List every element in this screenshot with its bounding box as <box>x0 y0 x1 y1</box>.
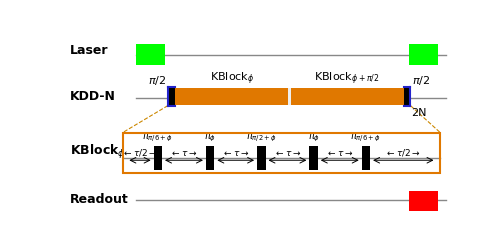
Text: $\pi_{\pi/2+\phi}$: $\pi_{\pi/2+\phi}$ <box>246 131 277 144</box>
Bar <box>154 147 162 170</box>
Text: $\leftarrow\tau/2\rightarrow$: $\leftarrow\tau/2\rightarrow$ <box>386 147 421 158</box>
Text: $\leftarrow\tau\rightarrow$: $\leftarrow\tau\rightarrow$ <box>170 148 198 158</box>
Bar <box>410 44 438 65</box>
Text: $\pi_{\phi}$: $\pi_{\phi}$ <box>204 131 216 144</box>
Text: KBlock$_{\phi+\pi/2}$: KBlock$_{\phi+\pi/2}$ <box>314 70 379 87</box>
Bar <box>410 191 438 211</box>
Text: 2N: 2N <box>411 108 427 118</box>
Text: $\leftarrow\tau/2\rightarrow$: $\leftarrow\tau/2\rightarrow$ <box>122 147 158 158</box>
Text: $\pi_{\pi/6+\phi}$: $\pi_{\pi/6+\phi}$ <box>350 131 382 144</box>
Text: $\pi/2$: $\pi/2$ <box>412 74 430 87</box>
Text: KBlock$_{\phi}$: KBlock$_{\phi}$ <box>70 143 126 161</box>
Bar <box>310 147 318 170</box>
Bar <box>122 133 440 173</box>
Text: $\pi_{\pi/6+\phi}$: $\pi_{\pi/6+\phi}$ <box>142 131 174 144</box>
Text: $\leftarrow\tau\rightarrow$: $\leftarrow\tau\rightarrow$ <box>326 148 353 158</box>
Text: KDD-N: KDD-N <box>70 90 116 103</box>
Bar <box>167 87 175 105</box>
Bar <box>289 87 404 105</box>
Bar <box>288 87 291 105</box>
Text: $\leftarrow\tau\rightarrow$: $\leftarrow\tau\rightarrow$ <box>274 148 301 158</box>
Text: Readout: Readout <box>70 193 129 206</box>
Bar <box>404 87 411 105</box>
Text: $\leftarrow\tau\rightarrow$: $\leftarrow\tau\rightarrow$ <box>222 148 250 158</box>
Text: KBlock$_{\phi}$: KBlock$_{\phi}$ <box>210 70 254 87</box>
Bar <box>175 87 289 105</box>
Text: $\pi/2$: $\pi/2$ <box>148 74 166 87</box>
Text: Laser: Laser <box>70 44 109 57</box>
Bar <box>362 147 370 170</box>
Bar <box>257 147 266 170</box>
Bar <box>136 44 165 65</box>
Bar <box>206 147 214 170</box>
Text: $\pi_{\phi}$: $\pi_{\phi}$ <box>308 131 320 144</box>
